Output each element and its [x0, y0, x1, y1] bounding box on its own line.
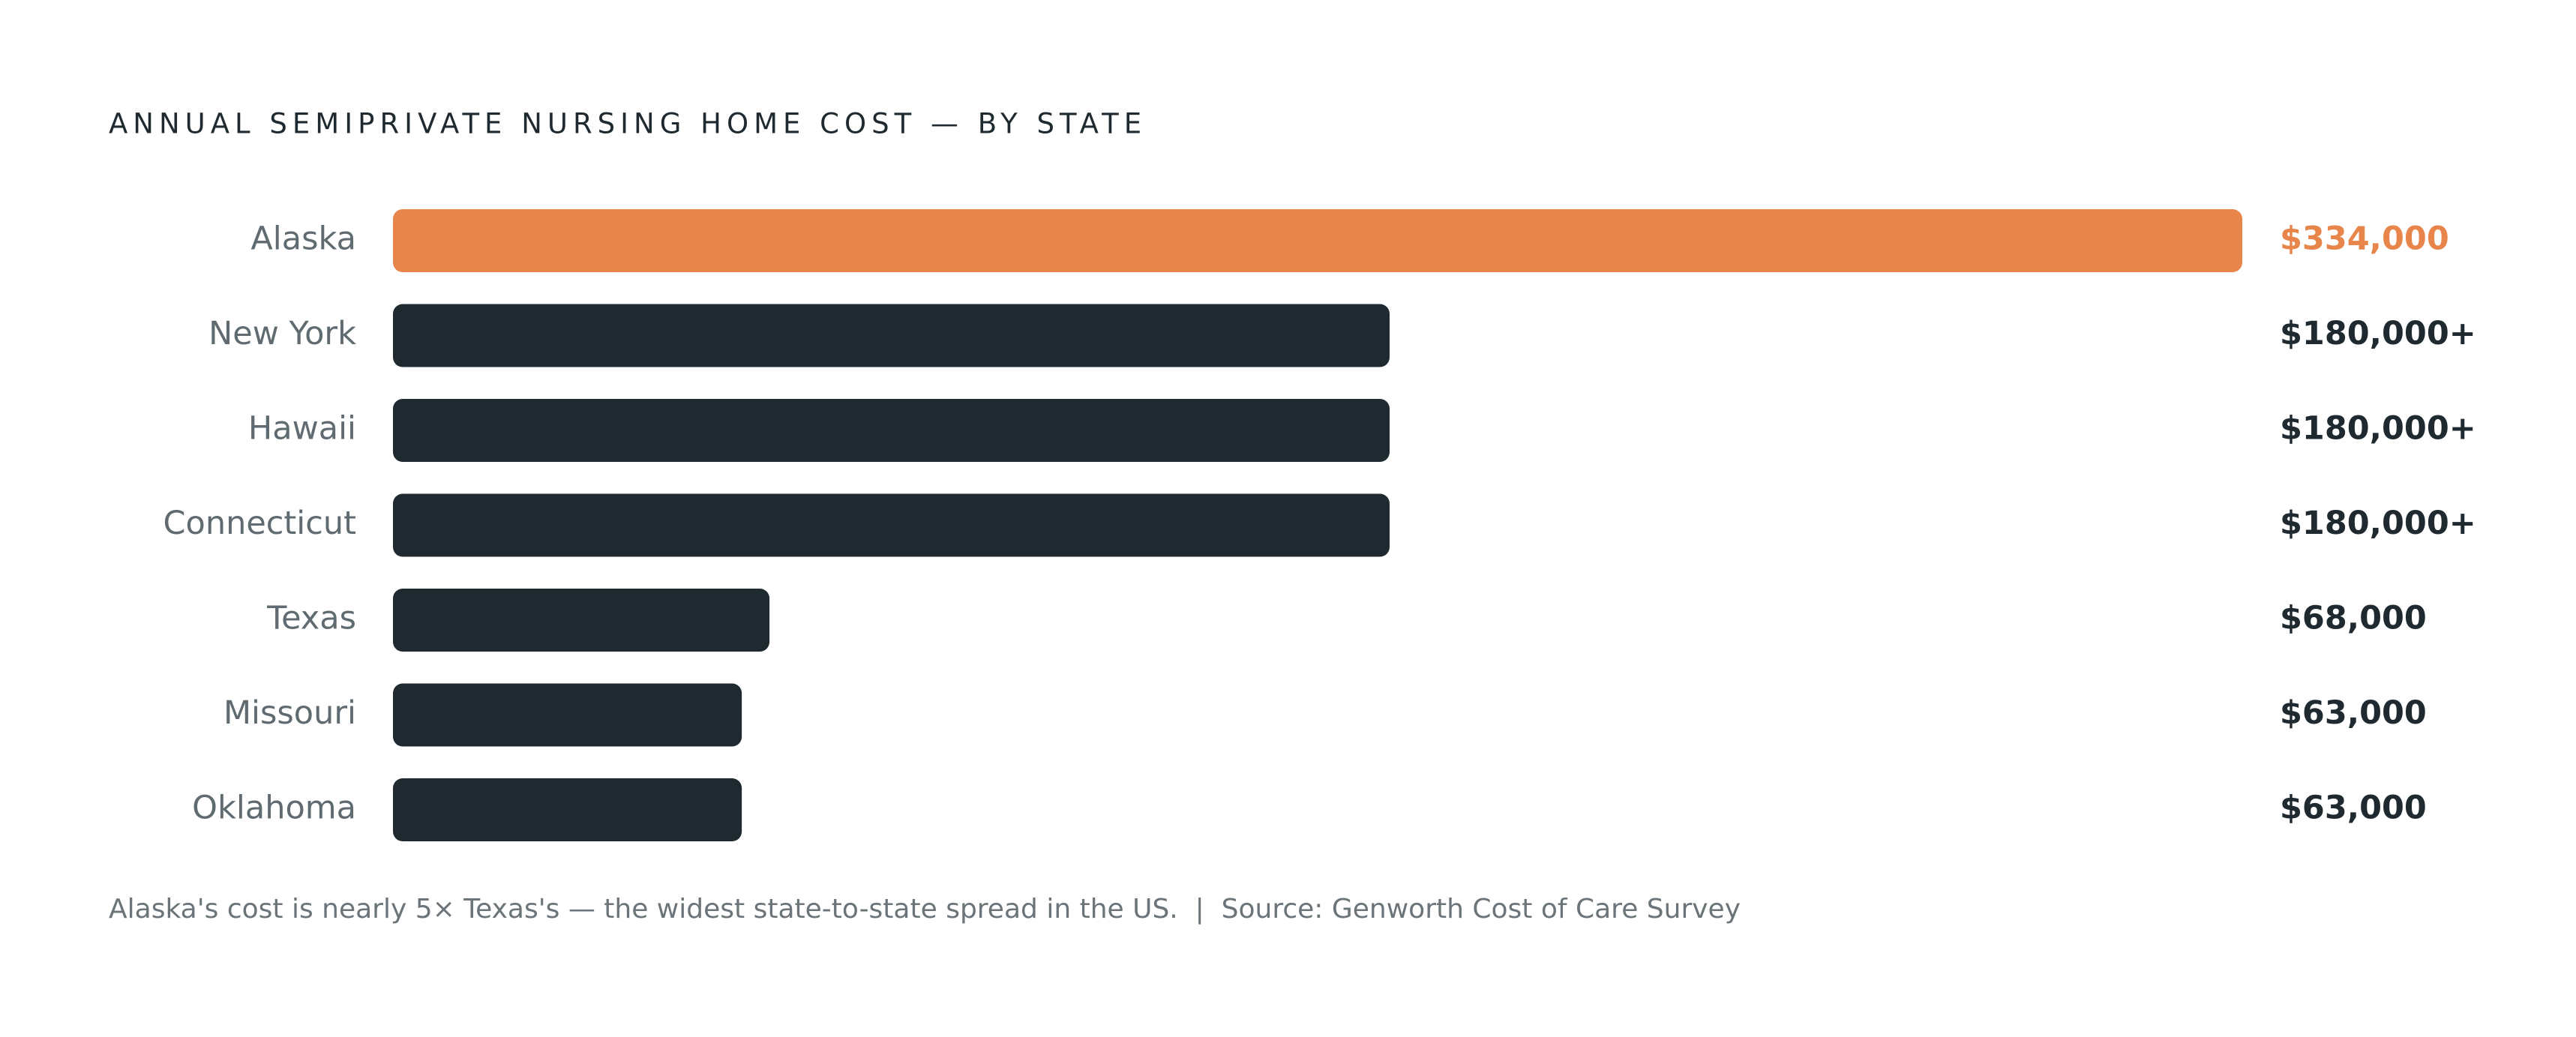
bar [393, 589, 770, 652]
bar [393, 778, 742, 841]
bar [393, 209, 2242, 272]
category-label: Hawaii [248, 410, 356, 448]
bar [393, 683, 742, 747]
value-label: $180,000+ [2280, 410, 2476, 448]
value-label: $68,000 [2280, 600, 2427, 637]
value-label: $63,000 [2280, 694, 2427, 732]
value-label: $63,000 [2280, 790, 2427, 827]
category-label: Texas [266, 600, 356, 637]
value-label: $180,000+ [2280, 505, 2476, 542]
category-label: Oklahoma [192, 790, 356, 827]
bar [393, 399, 1390, 462]
value-label: $180,000+ [2280, 315, 2476, 352]
category-label: Connecticut [163, 505, 357, 542]
value-label: $334,000 [2280, 220, 2449, 258]
category-label: Missouri [223, 694, 356, 732]
chart-title: ANNUAL SEMIPRIVATE NURSING HOME COST — B… [109, 108, 1147, 140]
caption: Alaska's cost is nearly 5× Texas's — the… [109, 894, 1741, 925]
category-label: New York [208, 315, 356, 352]
category-label: Alaska [250, 220, 356, 258]
bar [393, 493, 1390, 557]
bar [393, 304, 1390, 367]
